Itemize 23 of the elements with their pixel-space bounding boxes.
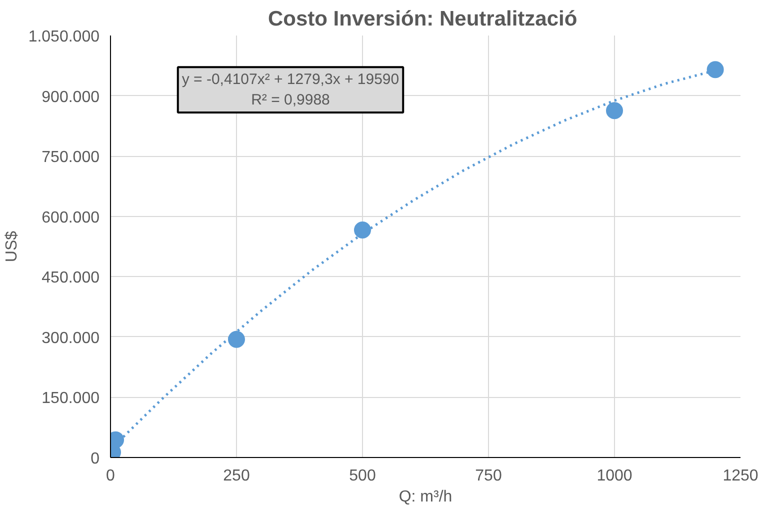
x-tick-label: 500 bbox=[349, 468, 376, 484]
point bbox=[606, 102, 623, 120]
x-axis-title: Q: m³/h bbox=[398, 488, 452, 506]
x-tick-label: 250 bbox=[223, 468, 250, 484]
y-axis-title: US$ bbox=[3, 230, 20, 262]
y-tick-label: 300.000 bbox=[42, 330, 100, 347]
y-tick-label: 600.000 bbox=[42, 209, 100, 226]
y-tick-label: 900.000 bbox=[42, 88, 100, 106]
y-tick-label: 0 bbox=[90, 450, 100, 468]
point bbox=[706, 61, 724, 78]
y-tick-label: 750.000 bbox=[42, 149, 100, 166]
x-tick-label: 1000 bbox=[596, 468, 632, 484]
point bbox=[354, 222, 371, 239]
y-tick-label: 450.000 bbox=[42, 270, 100, 287]
x-tick-label: 750 bbox=[475, 468, 502, 484]
chart-title: Costo Inversión: Neutralització bbox=[268, 8, 578, 30]
y-tick-label: 1.050.000 bbox=[28, 28, 100, 46]
annotation: R² = 0,9988 bbox=[251, 92, 330, 108]
x-tick-label: 1250 bbox=[722, 468, 758, 484]
point bbox=[228, 330, 245, 348]
annotation: y = -0,4107x² + 1279,3x + 19590 bbox=[182, 71, 400, 88]
y-tick-label: 150.000 bbox=[42, 390, 100, 408]
x-tick-label: 0 bbox=[106, 468, 116, 484]
